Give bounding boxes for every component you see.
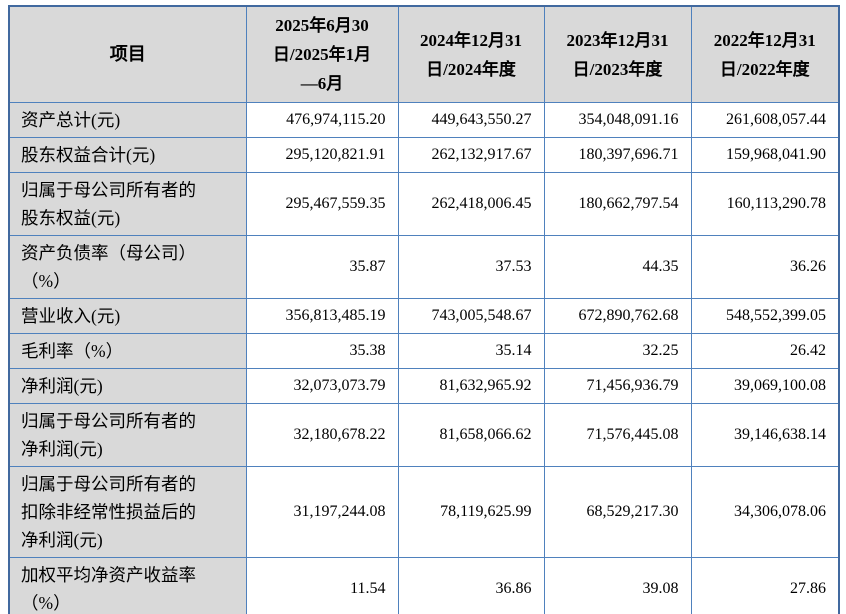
cell-value: 476,974,115.20 [245,102,399,138]
cell-value: 295,467,559.35 [245,172,399,236]
row-label: 毛利率（%） [8,333,247,369]
header-row: 项目 2025年6月30 日/2025年1月 —6月 2024年12月31 日/… [8,5,840,103]
cell-value: 39.08 [543,557,692,614]
cell-value: 295,120,821.91 [245,137,399,173]
cell-value: 35.14 [397,333,545,369]
cell-value: 32.25 [543,333,692,369]
column-header-period-2023: 2023年12月31 日/2023年度 [543,5,692,103]
table-row-weighted-roe: 加权平均净资产收益率 （%） 11.54 36.86 39.08 27.86 [8,557,840,614]
cell-value: 35.38 [245,333,399,369]
row-label: 归属于母公司所有者的 股东权益(元) [8,172,247,236]
cell-value: 34,306,078.06 [690,466,840,558]
cell-value: 356,813,485.19 [245,298,399,334]
table-row-parent-net-profit-excl-nonrecurring: 归属于母公司所有者的 扣除非经常性损益后的 净利润(元) 31,197,244.… [8,466,840,558]
row-label: 归属于母公司所有者的 扣除非经常性损益后的 净利润(元) [8,466,247,558]
column-header-period-2024: 2024年12月31 日/2024年度 [397,5,545,103]
cell-value: 39,069,100.08 [690,368,840,404]
table-row-parent-equity: 归属于母公司所有者的 股东权益(元) 295,467,559.35 262,41… [8,172,840,236]
cell-value: 32,073,073.79 [245,368,399,404]
cell-value: 78,119,625.99 [397,466,545,558]
cell-value: 26.42 [690,333,840,369]
cell-value: 262,132,917.67 [397,137,545,173]
cell-value: 160,113,290.78 [690,172,840,236]
table-row-total-assets: 资产总计(元) 476,974,115.20 449,643,550.27 35… [8,102,840,138]
column-header-item: 项目 [8,5,247,103]
cell-value: 743,005,548.67 [397,298,545,334]
cell-value: 32,180,678.22 [245,403,399,467]
cell-value: 36.26 [690,235,840,299]
cell-value: 180,662,797.54 [543,172,692,236]
row-label: 加权平均净资产收益率 （%） [8,557,247,614]
cell-value: 81,658,066.62 [397,403,545,467]
financial-summary-table: 项目 2025年6月30 日/2025年1月 —6月 2024年12月31 日/… [8,5,840,614]
row-label: 净利润(元) [8,368,247,404]
cell-value: 548,552,399.05 [690,298,840,334]
row-label: 资产负债率（母公司） （%） [8,235,247,299]
row-label: 营业收入(元) [8,298,247,334]
cell-value: 672,890,762.68 [543,298,692,334]
table-row-debt-ratio: 资产负债率（母公司） （%） 35.87 37.53 44.35 36.26 [8,235,840,299]
cell-value: 262,418,006.45 [397,172,545,236]
cell-value: 159,968,041.90 [690,137,840,173]
cell-value: 35.87 [245,235,399,299]
cell-value: 36.86 [397,557,545,614]
table-row-gross-margin: 毛利率（%） 35.38 35.14 32.25 26.42 [8,333,840,369]
row-label: 归属于母公司所有者的 净利润(元) [8,403,247,467]
row-label: 股东权益合计(元) [8,137,247,173]
cell-value: 27.86 [690,557,840,614]
table-row-net-profit: 净利润(元) 32,073,073.79 81,632,965.92 71,45… [8,368,840,404]
row-label: 资产总计(元) [8,102,247,138]
cell-value: 39,146,638.14 [690,403,840,467]
table-row-total-equity: 股东权益合计(元) 295,120,821.91 262,132,917.67 … [8,137,840,173]
cell-value: 31,197,244.08 [245,466,399,558]
cell-value: 71,456,936.79 [543,368,692,404]
column-header-period-2022: 2022年12月31 日/2022年度 [690,5,840,103]
cell-value: 11.54 [245,557,399,614]
cell-value: 37.53 [397,235,545,299]
cell-value: 354,048,091.16 [543,102,692,138]
cell-value: 261,608,057.44 [690,102,840,138]
table-row-parent-net-profit: 归属于母公司所有者的 净利润(元) 32,180,678.22 81,658,0… [8,403,840,467]
cell-value: 68,529,217.30 [543,466,692,558]
table-row-revenue: 营业收入(元) 356,813,485.19 743,005,548.67 67… [8,298,840,334]
cell-value: 71,576,445.08 [543,403,692,467]
cell-value: 81,632,965.92 [397,368,545,404]
column-header-period-2025: 2025年6月30 日/2025年1月 —6月 [245,5,399,103]
cell-value: 44.35 [543,235,692,299]
cell-value: 449,643,550.27 [397,102,545,138]
cell-value: 180,397,696.71 [543,137,692,173]
